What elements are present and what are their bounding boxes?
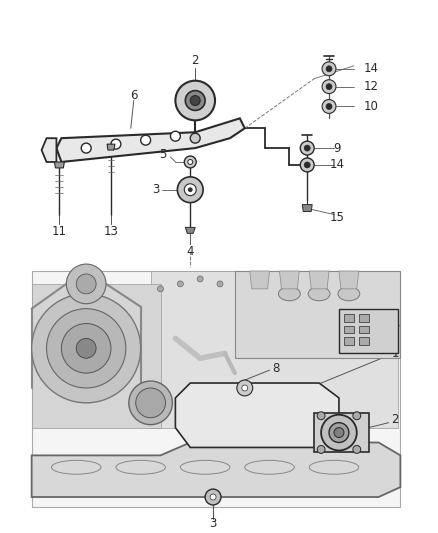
Text: 12: 12 — [364, 80, 379, 93]
Text: 14: 14 — [329, 158, 344, 172]
Circle shape — [129, 381, 173, 425]
Circle shape — [190, 133, 200, 143]
Polygon shape — [32, 442, 400, 497]
Bar — [359, 337, 369, 345]
Polygon shape — [57, 118, 245, 162]
Circle shape — [334, 427, 344, 438]
Circle shape — [188, 159, 193, 165]
Ellipse shape — [279, 287, 300, 301]
Circle shape — [322, 62, 336, 76]
Circle shape — [317, 446, 325, 454]
Polygon shape — [309, 271, 329, 289]
Text: 7: 7 — [393, 324, 401, 337]
Polygon shape — [302, 205, 312, 212]
Bar — [344, 313, 354, 321]
Text: 5: 5 — [159, 148, 166, 160]
Circle shape — [242, 385, 248, 391]
Circle shape — [136, 388, 166, 418]
Circle shape — [304, 162, 310, 168]
Circle shape — [304, 145, 310, 151]
Text: 3: 3 — [209, 518, 217, 530]
Bar — [359, 326, 369, 334]
Polygon shape — [339, 271, 359, 289]
Circle shape — [217, 281, 223, 287]
Ellipse shape — [338, 287, 360, 301]
Bar — [339, 309, 399, 353]
Text: 2: 2 — [392, 413, 399, 426]
Text: 8: 8 — [272, 362, 280, 375]
Text: 14: 14 — [364, 62, 379, 75]
Polygon shape — [54, 162, 64, 168]
Text: 4: 4 — [187, 245, 194, 257]
Circle shape — [76, 274, 96, 294]
Circle shape — [177, 281, 184, 287]
Text: 11: 11 — [52, 225, 67, 238]
Circle shape — [184, 184, 196, 196]
Text: 13: 13 — [103, 225, 118, 238]
Polygon shape — [279, 271, 299, 289]
Text: 3: 3 — [152, 183, 159, 196]
Circle shape — [185, 91, 205, 110]
Circle shape — [326, 66, 332, 72]
Circle shape — [300, 158, 314, 172]
Circle shape — [81, 143, 91, 153]
Bar — [359, 313, 369, 321]
Circle shape — [76, 338, 96, 358]
Ellipse shape — [308, 287, 330, 301]
Circle shape — [322, 100, 336, 114]
Polygon shape — [185, 228, 195, 233]
Polygon shape — [314, 413, 369, 453]
Circle shape — [46, 309, 126, 388]
Bar — [344, 326, 354, 334]
Circle shape — [205, 489, 221, 505]
Circle shape — [321, 415, 357, 450]
Polygon shape — [32, 284, 160, 427]
Circle shape — [300, 141, 314, 155]
Circle shape — [141, 135, 151, 145]
Circle shape — [158, 286, 163, 292]
Text: 6: 6 — [201, 426, 209, 439]
Circle shape — [32, 294, 141, 403]
Text: 9: 9 — [333, 142, 341, 155]
Polygon shape — [151, 271, 399, 427]
Text: 2: 2 — [191, 54, 199, 67]
Bar — [32, 271, 400, 507]
Circle shape — [322, 80, 336, 94]
Circle shape — [353, 446, 361, 454]
Circle shape — [184, 156, 196, 168]
Circle shape — [197, 276, 203, 282]
Polygon shape — [107, 144, 115, 150]
Polygon shape — [42, 138, 57, 162]
Circle shape — [237, 380, 253, 396]
Circle shape — [317, 412, 325, 419]
Circle shape — [210, 494, 216, 500]
Circle shape — [353, 412, 361, 419]
Bar — [344, 337, 354, 345]
Circle shape — [326, 84, 332, 90]
Circle shape — [61, 324, 111, 373]
Circle shape — [111, 139, 121, 149]
Circle shape — [188, 188, 192, 192]
Circle shape — [190, 95, 200, 106]
Circle shape — [326, 103, 332, 109]
Circle shape — [175, 80, 215, 120]
Text: 10: 10 — [364, 100, 378, 113]
Circle shape — [177, 177, 203, 203]
Text: 6: 6 — [130, 89, 138, 102]
Text: 15: 15 — [329, 211, 344, 224]
Polygon shape — [250, 271, 269, 289]
Circle shape — [170, 131, 180, 141]
Circle shape — [66, 264, 106, 304]
Polygon shape — [235, 271, 400, 358]
Circle shape — [329, 423, 349, 442]
Polygon shape — [175, 383, 339, 448]
Text: 1: 1 — [392, 347, 399, 360]
